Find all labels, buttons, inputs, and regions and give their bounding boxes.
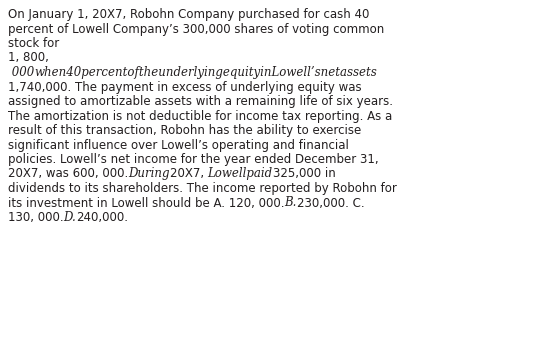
Text: On January 1, 20X7, Robohn Company purchased for cash 40: On January 1, 20X7, Robohn Company purch… xyxy=(8,8,369,21)
Text: dividends to its shareholders. The income reported by Robohn for: dividends to its shareholders. The incom… xyxy=(8,182,397,195)
Text: result of this transaction, Robohn has the ability to exercise: result of this transaction, Robohn has t… xyxy=(8,124,361,137)
Text: significant influence over Lowell’s operating and financial: significant influence over Lowell’s oper… xyxy=(8,138,349,151)
Text: B.: B. xyxy=(285,197,297,210)
Text: The amortization is not deductible for income tax reporting. As a: The amortization is not deductible for i… xyxy=(8,110,392,123)
Text: 20X7, was 600, 000.: 20X7, was 600, 000. xyxy=(8,167,128,181)
Text: policies. Lowell’s net income for the year ended December 31,: policies. Lowell’s net income for the ye… xyxy=(8,153,379,166)
Text: D.: D. xyxy=(64,211,76,224)
Text: Lowellpaid: Lowellpaid xyxy=(208,167,273,181)
Text: 1,740,000. The payment in excess of underlying equity was: 1,740,000. The payment in excess of unde… xyxy=(8,80,362,94)
Text: percent of Lowell Company’s 300,000 shares of voting common: percent of Lowell Company’s 300,000 shar… xyxy=(8,23,384,36)
Text: assigned to amortizable assets with a remaining life of six years.: assigned to amortizable assets with a re… xyxy=(8,95,393,108)
Text: 130, 000.: 130, 000. xyxy=(8,211,64,224)
Text: During: During xyxy=(128,167,170,181)
Text: stock for: stock for xyxy=(8,37,59,50)
Text: when40percentoftheunderlyingequityinLowell’snetassets: when40percentoftheunderlyingequityinLowe… xyxy=(34,66,377,79)
Text: its investment in Lowell should be A. 120, 000.: its investment in Lowell should be A. 12… xyxy=(8,197,285,210)
Text: 1, 800,: 1, 800, xyxy=(8,51,49,64)
Text: 20X7,: 20X7, xyxy=(170,167,208,181)
Text: 230,000. C.: 230,000. C. xyxy=(297,197,364,210)
Text: 325,000 in: 325,000 in xyxy=(273,167,335,181)
Text: 000: 000 xyxy=(8,66,34,79)
Text: 240,000.: 240,000. xyxy=(76,211,128,224)
